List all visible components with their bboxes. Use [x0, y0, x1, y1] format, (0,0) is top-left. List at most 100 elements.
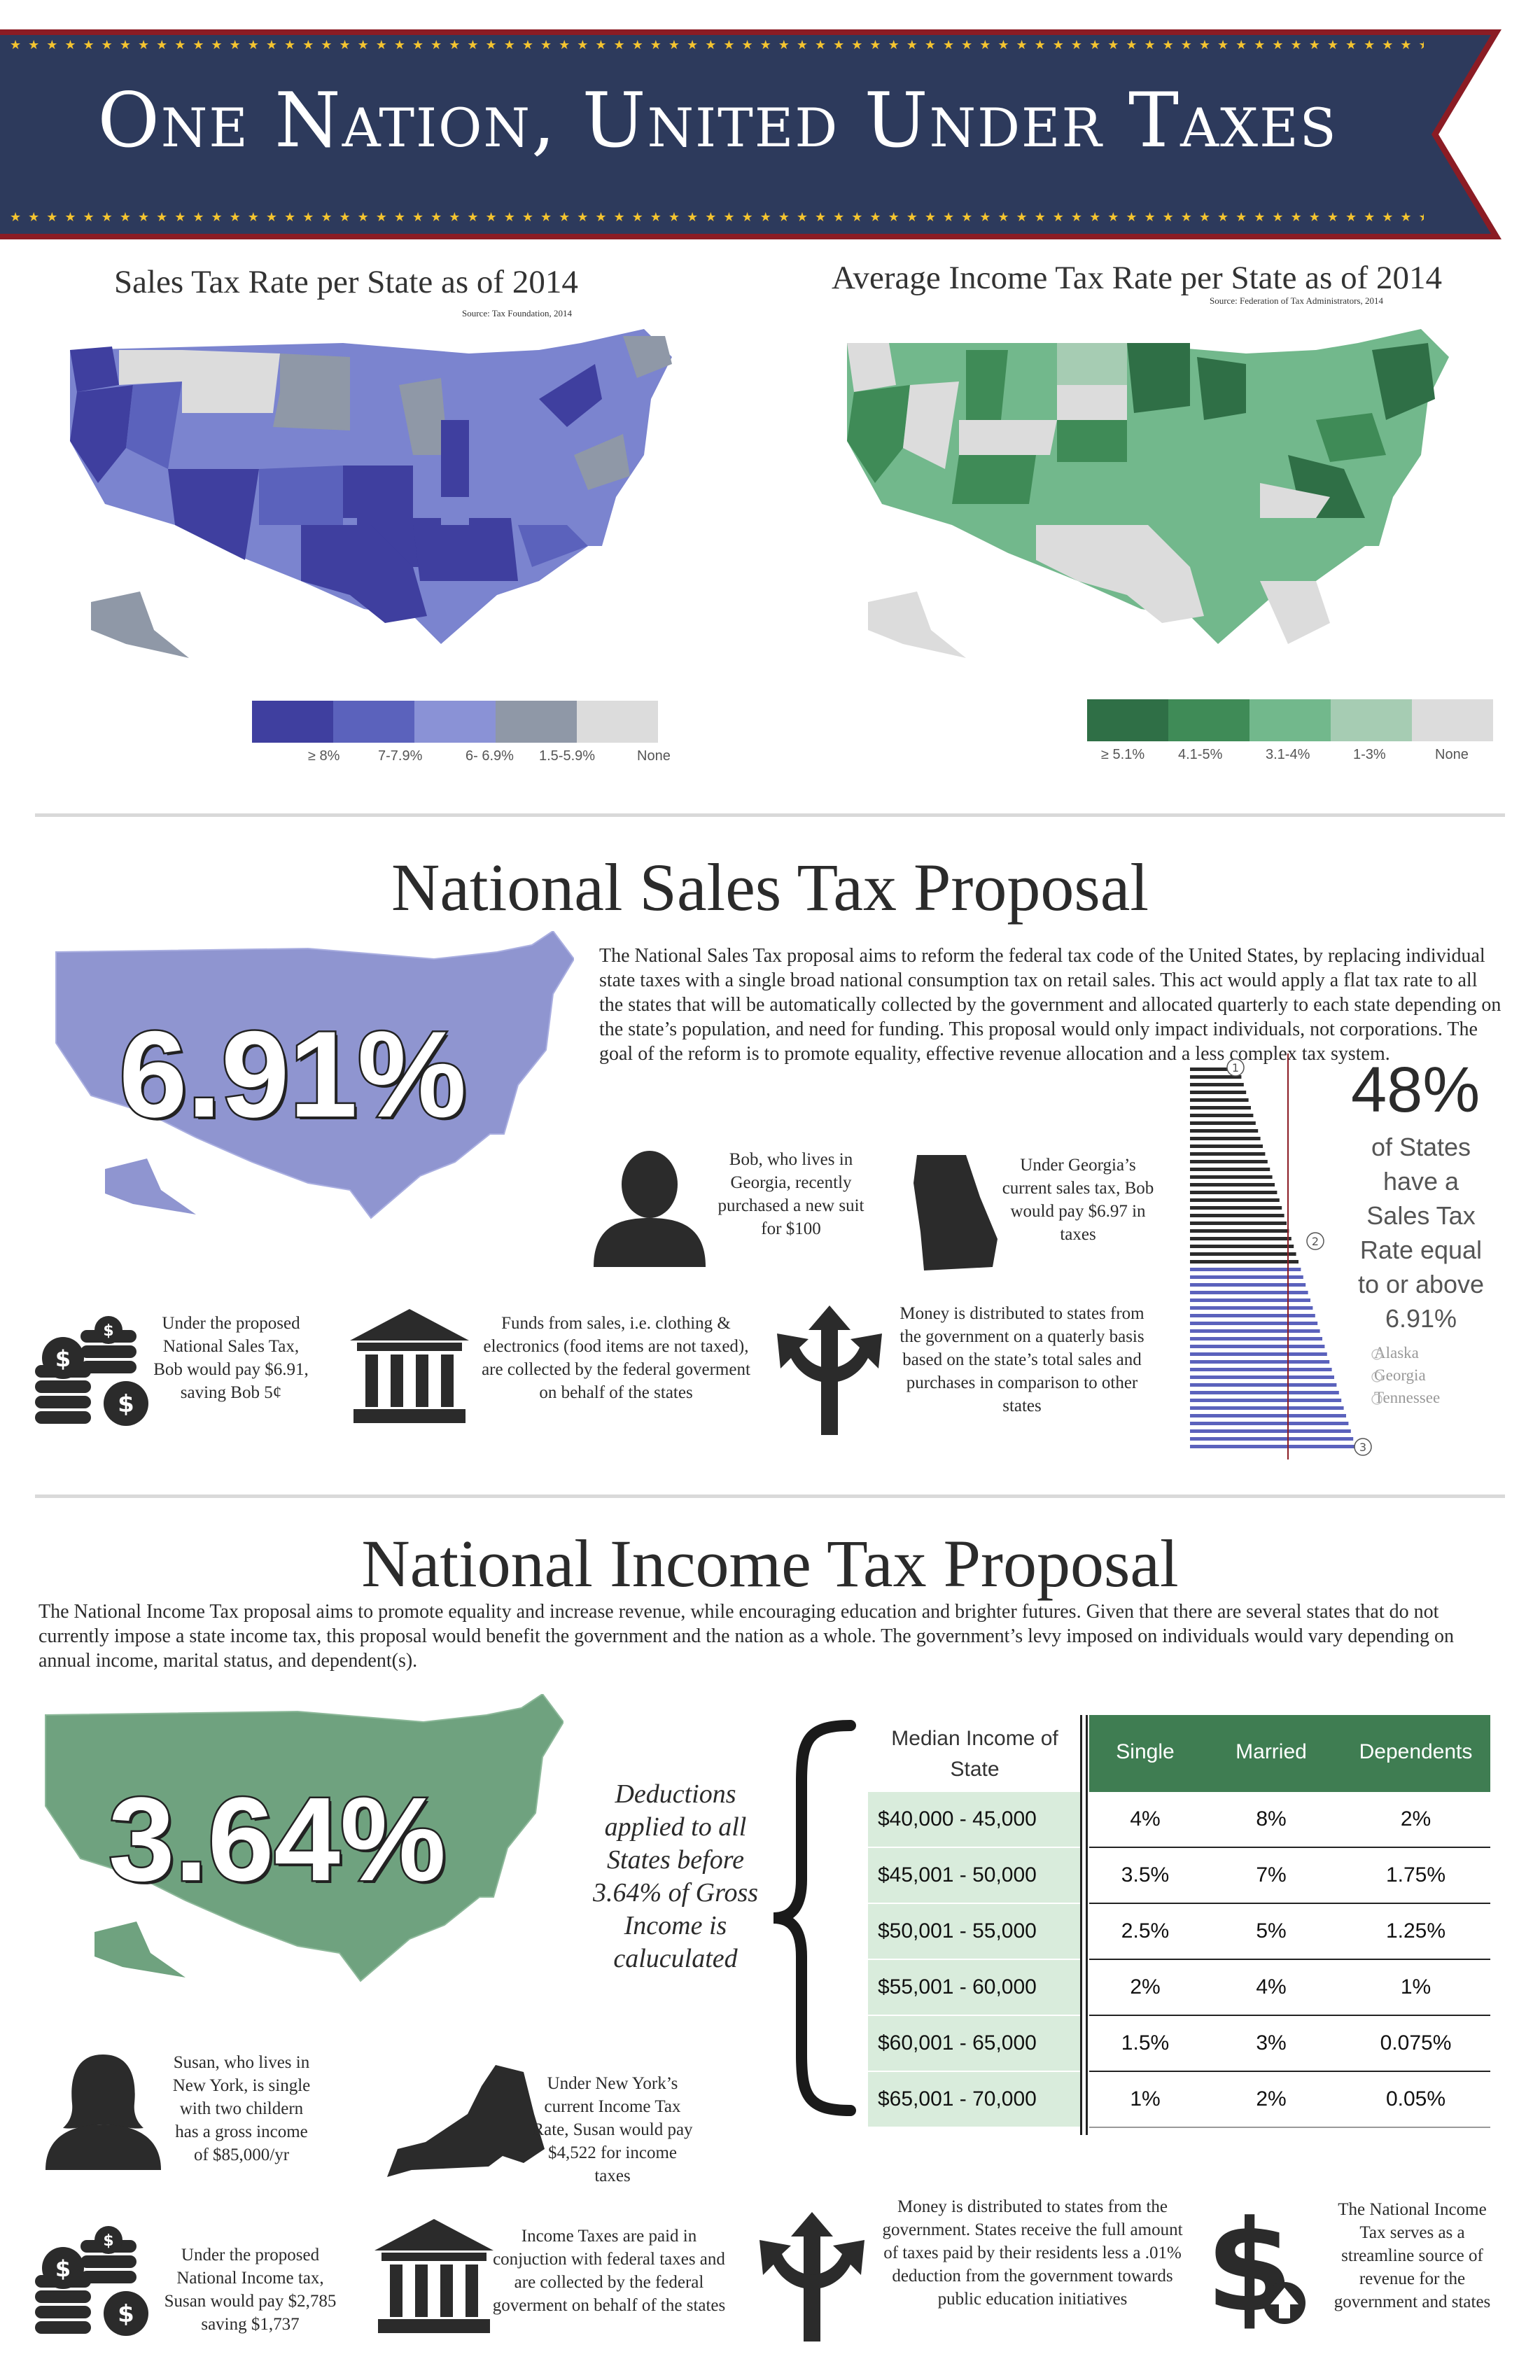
page-title: One Nation, United Under Taxes [97, 77, 1338, 164]
table-header-bar [1089, 1715, 1490, 1792]
new-york-icon [387, 2065, 545, 2177]
svg-text:$: $ [118, 2300, 134, 2328]
marker-2-label: 2 [1312, 1235, 1319, 1248]
state-bar [1190, 1137, 1261, 1140]
svg-text:$: $ [55, 1345, 71, 1372]
title-banner [0, 29, 1502, 239]
cell-married: 5% [1256, 1919, 1287, 1942]
legend-swatch [496, 701, 577, 743]
marker-2: 2 [1305, 1231, 1333, 1252]
states-percent-text: of States have a Sales Tax Rate equal to… [1357, 1133, 1485, 1333]
state-bar [1190, 1198, 1280, 1202]
income-tax-map [847, 329, 1449, 658]
income-coins-caption: Under the proposed National Income tax, … [164, 2246, 337, 2334]
state-bar [1190, 1214, 1284, 1217]
legend-label: ≥ 8% [308, 748, 340, 764]
income-dollar-caption: The National Income Tax serves as a stre… [1334, 2200, 1491, 2311]
legend-label: 1-3% [1353, 747, 1386, 762]
state-bar [1190, 1191, 1278, 1194]
sales-map-title: Sales Tax Rate per State as of 2014 [114, 264, 578, 300]
state-bar [1190, 1129, 1259, 1133]
cell-dependents: 0.05% [1385, 2087, 1446, 2110]
cell-dependents: 0.075% [1380, 2031, 1452, 2054]
state-bar [1190, 1152, 1266, 1156]
income-map-legend: ≥ 5.1% 4.1-5% 3.1-4% 1-3% None [1087, 699, 1493, 762]
newyork-caption: Under New York’s current Income Tax Rate… [532, 2074, 693, 2185]
legend-number-icons [1371, 1349, 1382, 1405]
state-bar [1190, 1352, 1327, 1356]
state-bar [1190, 1314, 1315, 1317]
state-bar [1190, 1298, 1310, 1302]
cell-income: $55,001 - 60,000 [868, 1960, 1080, 2015]
state-bar [1190, 1391, 1339, 1394]
georgia-caption: Under Georgia’s current sales tax, Bob w… [1002, 1156, 1154, 1244]
bob-caption: Bob, who lives in Georgia, recently purc… [718, 1150, 864, 1238]
state-bar [1190, 1383, 1337, 1387]
table-row: $60,001 - 65,000 1.5% 3% 0.075% [868, 2016, 1490, 2072]
state-bar [1190, 1414, 1346, 1418]
cell-income: $45,001 - 50,000 [868, 1848, 1080, 1903]
row-separator [1089, 2015, 1490, 2016]
cell-single: 2% [1130, 1975, 1161, 1998]
legend-georgia: Georgia [1374, 1366, 1426, 1384]
svg-text:$: $ [55, 2255, 71, 2282]
table-divider [1080, 1715, 1082, 2135]
sales-body-text: The National Sales Tax proposal aims to … [599, 945, 1502, 1065]
table-row: $65,001 - 70,000 1% 2% 0.05% [868, 2072, 1490, 2128]
cell-single: 2.5% [1121, 1919, 1170, 1942]
legend-swatch [333, 701, 414, 743]
state-bar [1190, 1422, 1349, 1425]
legend-swatch [414, 701, 496, 743]
header-median-income: Median Income of State [891, 1727, 1058, 1781]
sales-arrows-caption: Money is distributed to states from the … [899, 1304, 1144, 1415]
sales-map-legend: ≥ 8% 7-7.9% 6- 6.9% 1.5-5.9% None [252, 701, 671, 764]
susan-caption: Susan, who lives in New York, is single … [172, 2053, 311, 2164]
income-rate: 3.64% [106, 1772, 447, 1908]
legend-label: 6- 6.9% [465, 748, 514, 764]
state-bar [1190, 1114, 1254, 1117]
split-arrows-icon [760, 2212, 864, 2342]
sales-section-title: National Sales Tax Proposal [391, 850, 1149, 925]
state-bar [1190, 1329, 1320, 1333]
sales-tax-map [70, 329, 672, 658]
table-row: $45,001 - 50,000 3.5% 7% 1.75% [868, 1848, 1490, 1904]
building-icon [350, 1309, 469, 1423]
stars-top: ★★★★★★★★★★★★★★★★★★★★★★★★★★★★★★★★★★★★★★★★… [10, 38, 1424, 52]
table-body: $40,000 - 45,000 4% 8% 2% $45,001 - 50,0… [868, 1792, 1490, 2135]
person-icon [594, 1151, 706, 1267]
legend-swatch [1087, 699, 1168, 741]
cell-married: 8% [1256, 1807, 1287, 1830]
income-body-text: The National Income Tax proposal aims to… [38, 1601, 1455, 1672]
legend-swatch [1168, 699, 1250, 741]
state-bar [1190, 1368, 1332, 1371]
legend-label: 3.1-4% [1266, 747, 1310, 762]
state-bar [1190, 1429, 1351, 1433]
income-section-title: National Income Tax Proposal [361, 1526, 1179, 1601]
marker-3: 3 [1352, 1436, 1380, 1457]
state-bar [1190, 1376, 1334, 1379]
coins-icon: $ $ $ [35, 1316, 148, 1426]
state-bar [1190, 1283, 1306, 1287]
states-sales-tax-bars [1190, 1054, 1356, 1460]
states-percent: 48% [1351, 1054, 1480, 1126]
cell-dependents: 2% [1400, 1807, 1432, 1830]
state-bar [1190, 1160, 1268, 1163]
state-bar [1190, 1322, 1318, 1325]
cell-dependents: 1.25% [1385, 1919, 1446, 1942]
cell-income: $60,001 - 65,000 [868, 2016, 1080, 2071]
coins-icon: $ $ $ [35, 2226, 148, 2336]
state-bar [1190, 1083, 1244, 1086]
state-bar [1190, 1291, 1308, 1294]
cell-single: 3.5% [1121, 1863, 1170, 1886]
state-bar [1190, 1437, 1354, 1441]
cell-income: $65,001 - 70,000 [868, 2072, 1080, 2127]
income-tax-table: Median Income of State Single Married De… [868, 1715, 1490, 2135]
cell-income: $40,000 - 45,000 [868, 1792, 1080, 1847]
state-bar [1190, 1229, 1289, 1233]
state-bar [1190, 1222, 1287, 1225]
curly-brace-icon [773, 1720, 856, 2116]
row-separator [1089, 1903, 1490, 1904]
sales-map-source: Source: Tax Foundation, 2014 [462, 308, 573, 318]
cell-dependents: 1% [1400, 1975, 1432, 1998]
state-bar [1190, 1268, 1301, 1271]
